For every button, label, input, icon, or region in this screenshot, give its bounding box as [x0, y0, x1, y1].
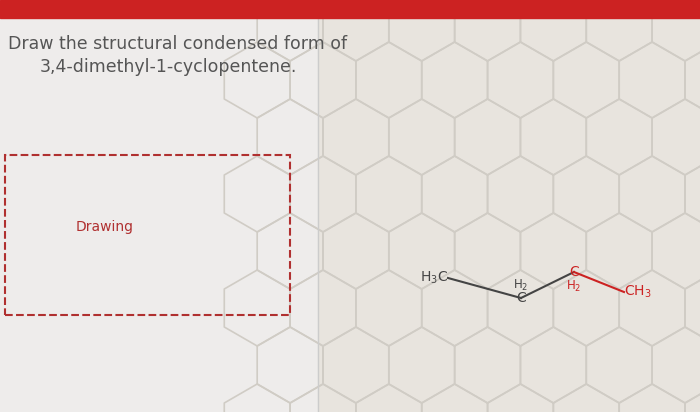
Text: Drawing: Drawing: [76, 220, 134, 234]
Text: H$_2$: H$_2$: [513, 278, 528, 293]
Bar: [0, 18, 318, 412]
Text: C: C: [569, 265, 579, 279]
Bar: [0, 0, 700, 18]
Bar: [5, 155, 290, 315]
Text: C: C: [516, 291, 526, 305]
Text: 3,4-dimethyl-1-cyclopentene.: 3,4-dimethyl-1-cyclopentene.: [40, 58, 298, 76]
Text: Draw the structural condensed form of: Draw the structural condensed form of: [8, 35, 347, 53]
Text: H$_2$: H$_2$: [566, 279, 582, 294]
Text: CH$_3$: CH$_3$: [624, 284, 652, 300]
Bar: [318, 18, 700, 412]
Text: H$_3$C: H$_3$C: [420, 270, 448, 286]
